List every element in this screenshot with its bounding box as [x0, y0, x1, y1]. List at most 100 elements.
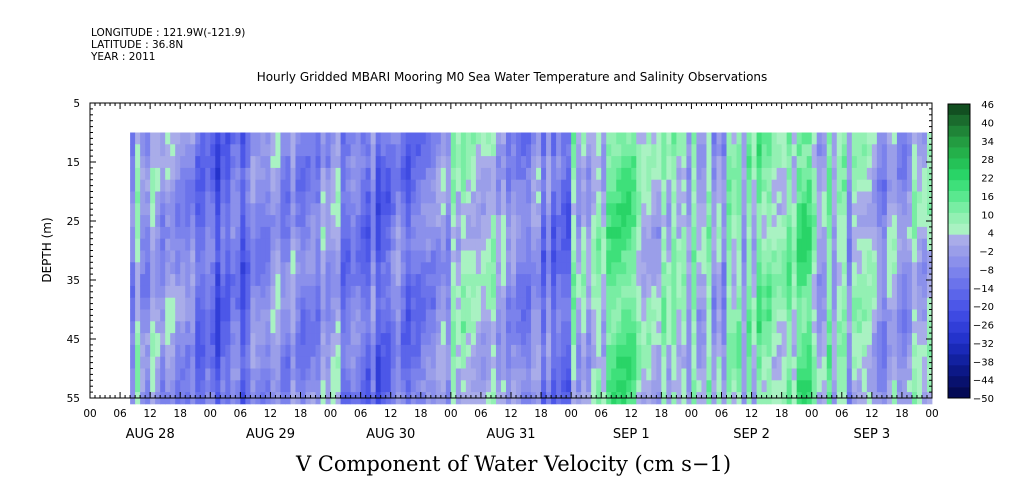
heatmap-cell	[661, 380, 667, 393]
heatmap-cell	[190, 344, 196, 358]
heatmap-cell	[375, 226, 382, 240]
heatmap-cell	[415, 215, 422, 228]
heatmap-cell	[751, 285, 757, 299]
heatmap-cell	[626, 226, 632, 240]
heatmap-cell	[280, 191, 286, 204]
heatmap-cell	[911, 321, 918, 334]
heatmap-cell	[601, 309, 607, 322]
heatmap-cell	[906, 238, 913, 251]
heatmap-cell	[666, 285, 672, 299]
heatmap-cell	[876, 297, 883, 310]
heatmap-cell	[230, 156, 236, 169]
heatmap-cell	[150, 297, 156, 310]
x-tick-label: 00	[324, 408, 337, 420]
colorbar-swatch	[948, 169, 970, 181]
heatmap-cell	[826, 238, 833, 251]
heatmap-cell	[661, 309, 667, 322]
heatmap-cell	[170, 344, 176, 358]
heatmap-cell	[255, 156, 261, 169]
heatmap-cell	[330, 344, 336, 358]
heatmap-cell	[741, 226, 747, 240]
heatmap-cell	[140, 179, 146, 192]
heatmap-cell	[756, 203, 762, 216]
heatmap-cell	[440, 368, 447, 381]
heatmap-cell	[701, 144, 707, 157]
heatmap-cell	[721, 274, 727, 287]
heatmap-cell	[250, 333, 256, 346]
heatmap-cell	[410, 309, 417, 322]
heatmap-cell	[405, 179, 412, 192]
heatmap-cell	[876, 250, 883, 263]
heatmap-cell	[741, 321, 747, 334]
heatmap-cell	[831, 309, 838, 322]
heatmap-cell	[746, 203, 752, 216]
heatmap-cell	[425, 203, 432, 216]
heatmap-cell	[866, 179, 873, 192]
heatmap-cell	[856, 285, 863, 299]
heatmap-cell	[561, 203, 567, 216]
heatmap-cell	[806, 203, 813, 216]
heatmap-cell	[541, 191, 547, 204]
heatmap-cell	[210, 309, 216, 322]
heatmap-cell	[370, 215, 377, 228]
heatmap-cell	[345, 368, 352, 381]
heatmap-cell	[851, 356, 858, 369]
heatmap-cell	[661, 285, 667, 299]
heatmap-cell	[741, 238, 747, 251]
heatmap-cell	[631, 309, 637, 322]
heatmap-cell	[270, 132, 276, 145]
heatmap-cell	[275, 250, 281, 263]
heatmap-cell	[571, 309, 577, 322]
heatmap-cell	[445, 215, 452, 228]
heatmap-cell	[921, 344, 928, 358]
heatmap-cell	[305, 132, 311, 145]
heatmap-cell	[906, 297, 913, 310]
heatmap-cell	[786, 297, 793, 310]
heatmap-cell	[671, 250, 677, 263]
heatmap-cell	[240, 238, 246, 251]
heatmap-cell	[561, 262, 567, 275]
heatmap-cell	[791, 274, 798, 287]
heatmap-cell	[871, 167, 878, 181]
heatmap-cell	[906, 321, 913, 334]
heatmap-cell	[511, 333, 517, 346]
heatmap-cell	[826, 144, 833, 157]
heatmap-cell	[390, 132, 397, 145]
heatmap-cell	[315, 144, 321, 157]
heatmap-cell	[861, 191, 868, 204]
heatmap-cell	[310, 179, 316, 192]
heatmap-cell	[756, 380, 762, 393]
heatmap-cell	[135, 238, 141, 251]
heatmap-cell	[541, 250, 547, 263]
heatmap-cell	[526, 274, 532, 287]
heatmap-cell	[881, 167, 888, 181]
heatmap-cell	[746, 285, 752, 299]
heatmap-cell	[811, 191, 818, 204]
heatmap-cell	[716, 274, 722, 287]
heatmap-cell	[746, 132, 752, 145]
heatmap-cell	[646, 132, 652, 145]
heatmap-cell	[345, 156, 352, 169]
heatmap-cell	[781, 344, 788, 358]
heatmap-cell	[701, 132, 707, 145]
heatmap-cell	[355, 368, 362, 381]
heatmap-cell	[711, 380, 717, 393]
heatmap-cell	[335, 344, 341, 358]
heatmap-cell	[265, 238, 271, 251]
heatmap-cell	[505, 191, 512, 204]
heatmap-cell	[776, 309, 783, 322]
heatmap-cell	[851, 238, 858, 251]
heatmap-cell	[165, 333, 171, 346]
heatmap-cell	[521, 144, 527, 157]
heatmap-cell	[320, 297, 326, 310]
heatmap-cell	[175, 285, 181, 299]
heatmap-cell	[521, 297, 527, 310]
x-tick-label: 00	[83, 408, 96, 420]
heatmap-cell	[250, 285, 256, 299]
heatmap-cell	[425, 238, 432, 251]
heatmap-cell	[460, 333, 467, 346]
heatmap-cell	[631, 297, 637, 310]
heatmap-cell	[726, 144, 732, 157]
heatmap-cell	[170, 262, 176, 275]
heatmap-cell	[806, 156, 813, 169]
